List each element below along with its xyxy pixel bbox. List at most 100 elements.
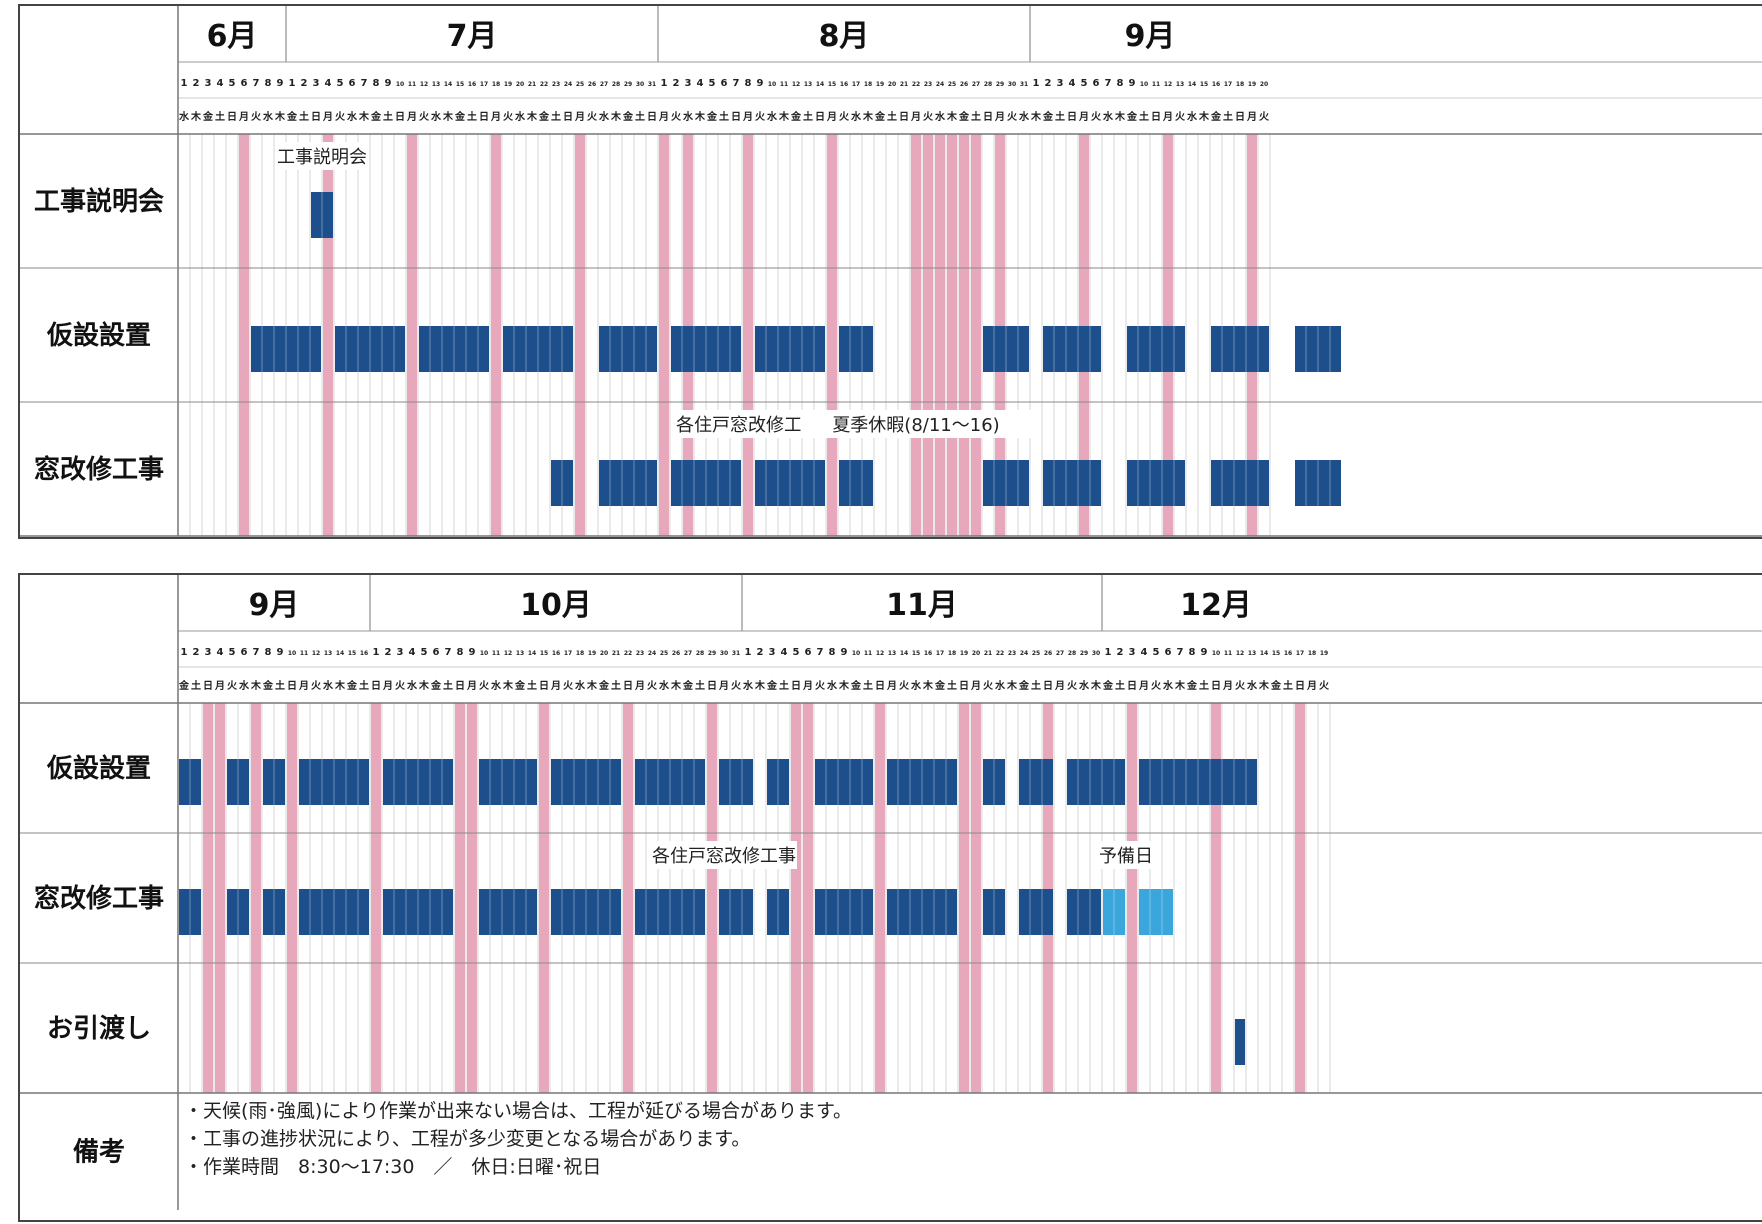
reserve-bar	[1103, 889, 1125, 935]
weekday-label: 土	[779, 679, 789, 692]
weekday-label: 土	[611, 679, 621, 692]
day-number: 9	[469, 647, 476, 658]
weekday-label: 土	[215, 110, 225, 123]
weekday-label: 月	[634, 680, 645, 692]
day-number: 3	[769, 647, 776, 658]
note-background	[675, 410, 821, 438]
day-number: 11	[864, 650, 872, 657]
weekday-label: 日	[227, 111, 237, 123]
weekday-label: 土	[1115, 679, 1125, 692]
work-bar	[1139, 759, 1257, 805]
work-bar	[1019, 759, 1053, 805]
month-label: 8月	[819, 19, 870, 54]
day-number: 18	[492, 81, 500, 88]
weekday-label: 木	[1006, 679, 1018, 692]
weekday-label: 水	[1102, 110, 1114, 123]
day-number: 24	[936, 81, 944, 88]
work-bar	[299, 759, 369, 805]
remarks-label: 備考	[73, 1137, 125, 1168]
work-bar	[815, 889, 873, 935]
weekday-label: 火	[419, 111, 430, 123]
weekday-label: 水	[574, 679, 586, 692]
weekday-label: 木	[358, 110, 370, 123]
work-bar	[551, 460, 573, 506]
day-number: 17	[1296, 650, 1304, 657]
day-number: 6	[433, 647, 440, 658]
weekday-label: 金	[682, 679, 694, 692]
day-number: 22	[912, 81, 920, 88]
weekday-label: 日	[791, 680, 801, 692]
day-number: 4	[217, 78, 224, 89]
weekday-label: 木	[1198, 110, 1210, 123]
weekday-label: 土	[947, 679, 957, 692]
weekday-label: 金	[202, 110, 214, 123]
holiday-stripe	[971, 134, 981, 536]
weekday-label: 金	[514, 679, 526, 692]
weekday-label: 金	[1042, 110, 1054, 123]
weekday-label: 土	[803, 110, 813, 123]
weekday-label: 水	[1018, 110, 1030, 123]
day-number: 11	[1224, 650, 1232, 657]
weekday-label: 金	[706, 110, 718, 123]
holiday-stripe	[971, 703, 981, 1093]
weekday-label: 日	[311, 111, 321, 123]
weekday-label: 木	[838, 679, 850, 692]
day-number: 26	[672, 650, 680, 657]
month-label: 7月	[447, 19, 498, 54]
weekday-label: 木	[610, 110, 622, 123]
weekday-label: 月	[490, 111, 501, 123]
month-label: 10月	[520, 588, 592, 623]
day-number: 19	[960, 650, 968, 657]
weekday-label: 月	[826, 111, 837, 123]
day-number: 13	[888, 650, 896, 657]
note-background	[1095, 841, 1157, 869]
row-label: 窓改修工事	[34, 883, 164, 914]
weekday-label: 土	[275, 679, 285, 692]
weekday-label: 木	[946, 110, 958, 123]
weekday-label: 水	[1162, 679, 1174, 692]
weekday-label: 火	[1007, 111, 1018, 123]
weekday-label: 月	[886, 680, 897, 692]
remark-line: ・工事の進捗状況により、工程が多少変更となる場合があります。	[184, 1128, 750, 1150]
day-number: 13	[1248, 650, 1256, 657]
weekday-label: 木	[1114, 110, 1126, 123]
weekday-label: 日	[539, 680, 549, 692]
day-number: 12	[1236, 650, 1244, 657]
work-bar	[755, 326, 825, 372]
weekday-label: 月	[1078, 111, 1089, 123]
day-number: 15	[1200, 81, 1208, 88]
day-number: 14	[816, 81, 824, 88]
weekday-label: 金	[790, 110, 802, 123]
month-label: 9月	[249, 588, 300, 623]
row-note: 各住戸窓改修工事	[652, 846, 796, 867]
work-bar	[887, 889, 957, 935]
weekday-label: 水	[910, 679, 922, 692]
day-number: 22	[540, 81, 548, 88]
weekday-label: 木	[250, 679, 262, 692]
day-number: 21	[900, 81, 908, 88]
day-number: 20	[600, 650, 608, 657]
day-number: 10	[1212, 650, 1220, 657]
weekday-label: 火	[983, 680, 994, 692]
day-number: 2	[301, 78, 308, 89]
day-number: 12	[420, 81, 428, 88]
work-bar	[263, 759, 285, 805]
work-bar	[671, 326, 741, 372]
day-number: 27	[600, 81, 608, 88]
holiday-stripe	[659, 134, 669, 536]
holiday-stripe	[947, 134, 957, 536]
day-number: 20	[972, 650, 980, 657]
weekday-label: 金	[598, 679, 610, 692]
day-number: 4	[1069, 78, 1076, 89]
day-number: 19	[1248, 81, 1256, 88]
weekday-label: 火	[923, 111, 934, 123]
day-number: 9	[1129, 78, 1136, 89]
weekday-label: 木	[502, 679, 514, 692]
work-bar	[263, 889, 285, 935]
holiday-stripe	[323, 134, 333, 536]
day-number: 18	[948, 650, 956, 657]
work-bar	[419, 326, 489, 372]
weekday-label: 月	[1306, 680, 1317, 692]
day-number: 4	[217, 647, 224, 658]
day-number: 13	[432, 81, 440, 88]
